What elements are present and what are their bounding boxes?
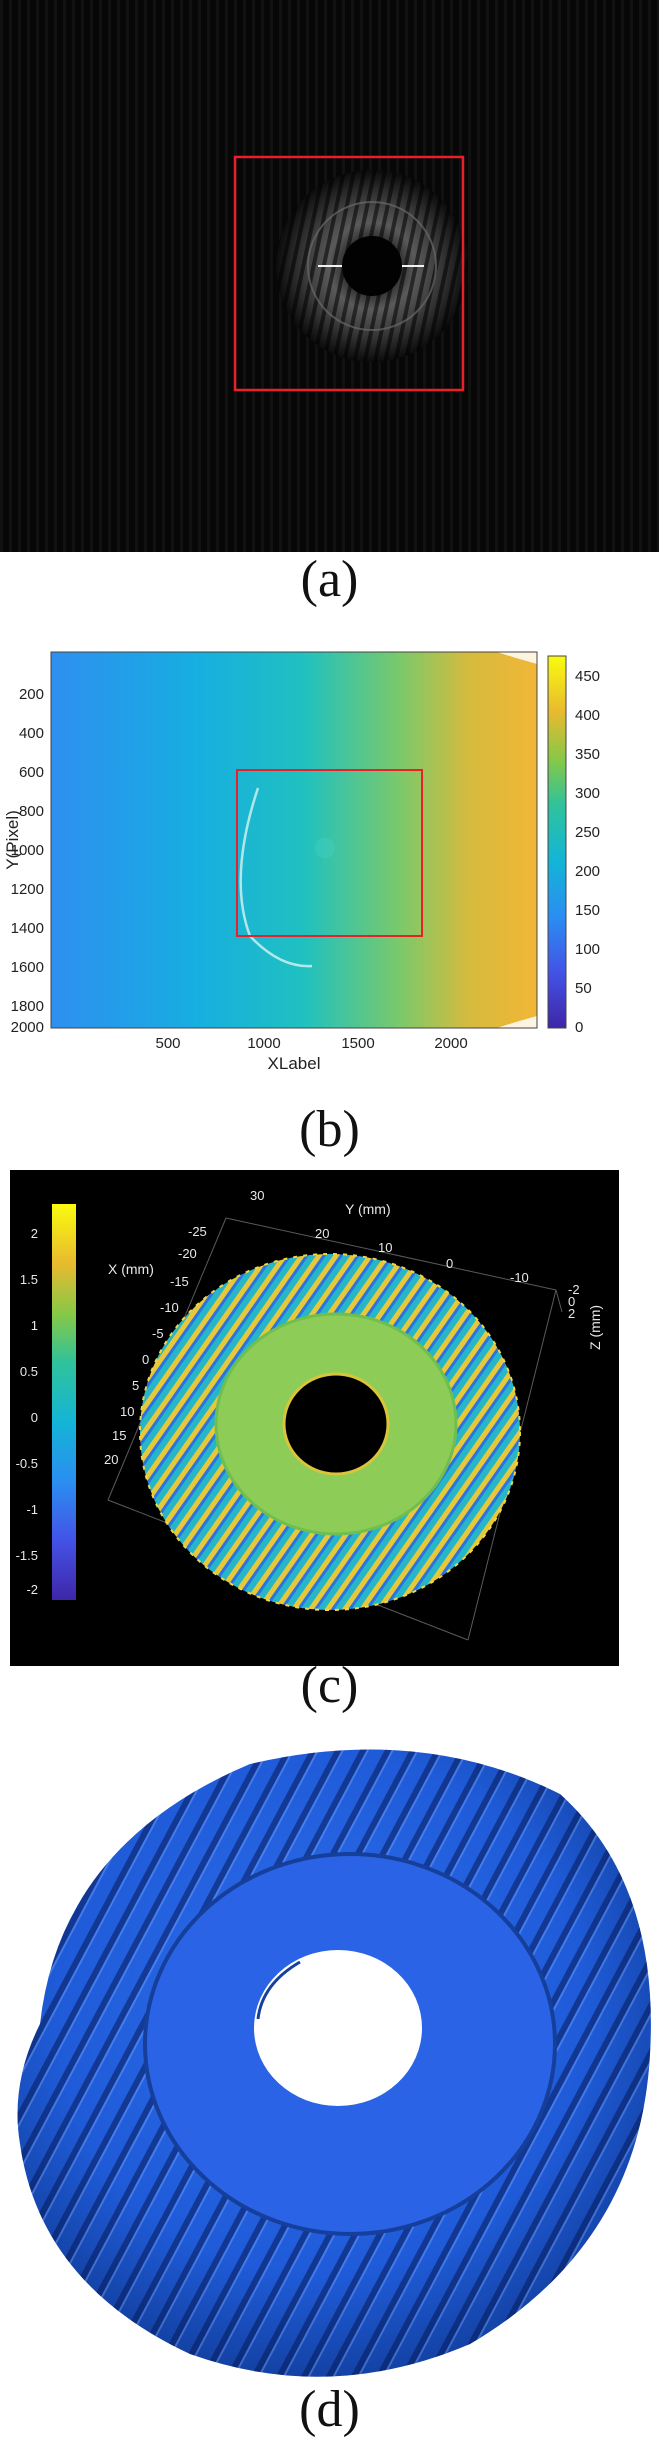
y-tick: 20 [315, 1226, 329, 1241]
gear-mesh [17, 1749, 651, 2377]
phase-map-image [51, 652, 537, 1028]
phase-map-plot: 200 400 600 800 1000 1200 1400 1600 1800… [3, 651, 600, 1073]
y-tick: 600 [19, 764, 44, 781]
colorbar-tick: 250 [575, 824, 600, 841]
x-tick: 2000 [434, 1035, 467, 1052]
colorbar: 2 1.5 1 0.5 0 -0.5 -1 -1.5 -2 [16, 1204, 76, 1600]
y-axis-ticks: 200 400 600 800 1000 1200 1400 1600 1800… [11, 686, 44, 1015]
x-axis-ticks: 500 1000 1500 2000 [155, 1035, 467, 1052]
x-tick: 5 [132, 1378, 139, 1393]
x-tick: 10 [120, 1404, 134, 1419]
colorbar-tick: 0 [575, 1019, 583, 1036]
x-tick: 1500 [341, 1035, 374, 1052]
z-axis-label: Z (mm) [587, 1305, 603, 1350]
y-tick: 200 [19, 686, 44, 703]
panel-d-3d-mesh [0, 1724, 659, 2384]
colorbar-tick: 1 [31, 1318, 38, 1333]
x-tick: 1000 [247, 1035, 280, 1052]
roi-box [236, 769, 423, 937]
gear-fringe-image [276, 170, 468, 362]
gear-bore [254, 1950, 422, 2106]
x-axis-label: XLabel [268, 1054, 321, 1073]
y-tick: 30 [250, 1188, 264, 1203]
z-tick: 2 [568, 1306, 575, 1321]
colorbar-tick: -2 [26, 1582, 38, 1597]
y-axis-label: Y(Pixel) [3, 810, 22, 870]
caption-c: (c) [300, 1657, 359, 1714]
colorbar-tick: 150 [575, 902, 600, 919]
x-tick: 0 [142, 1352, 149, 1367]
x-tick: -20 [178, 1246, 197, 1261]
colorbar-tick: 300 [575, 785, 600, 802]
y-axis-label: Y (mm) [345, 1201, 391, 1217]
x-axis-label: X (mm) [108, 1261, 154, 1277]
x-tick: 500 [155, 1035, 180, 1052]
roi-box [233, 155, 465, 392]
y-tick: 1200 [11, 881, 44, 898]
colorbar-tick: 0.5 [20, 1364, 38, 1379]
y-tick-2000: 2000 [11, 1019, 44, 1036]
panel-b-phase-map: 200 400 600 800 1000 1200 1400 1600 1800… [0, 628, 659, 1098]
y-axis-ticks: 30 20 10 0 -10 [250, 1188, 529, 1285]
z-tick: 0 [568, 1294, 575, 1309]
y-tick: 800 [19, 803, 44, 820]
colorbar-tick: 50 [575, 980, 592, 997]
fringe-image [0, 0, 659, 552]
y-tick: 1800 [11, 998, 44, 1015]
y-tick: 1600 [11, 959, 44, 976]
colorbar-tick: 400 [575, 707, 600, 724]
y-tick: 1400 [11, 920, 44, 937]
x-axis-ticks: -25 -20 -15 -10 -5 0 5 10 15 20 [104, 1224, 207, 1467]
panel-c-3d-point-cloud: 2 1.5 1 0.5 0 -0.5 -1 -1.5 -2 X (mm) Y (… [0, 1170, 659, 1666]
y-tick: 1000 [11, 842, 44, 859]
x-tick: -10 [160, 1300, 179, 1315]
colorbar-tick: -1 [26, 1502, 38, 1517]
x-tick: -15 [170, 1274, 189, 1289]
y-tick: 400 [19, 725, 44, 742]
colorbar-tick: 0 [31, 1410, 38, 1425]
colorbar: 450 400 350 300 250 200 150 100 50 0 [547, 655, 600, 1036]
colorbar-tick: 450 [575, 668, 600, 685]
y-tick: 0 [446, 1256, 453, 1271]
x-tick: -25 [188, 1224, 207, 1239]
y-tick: 10 [378, 1240, 392, 1255]
colorbar-tick: 200 [575, 863, 600, 880]
caption-a: (a) [300, 551, 359, 608]
x-tick: -5 [152, 1326, 164, 1341]
x-tick: 15 [112, 1428, 126, 1443]
gear-mesh-render [17, 1749, 651, 2377]
colorbar-tick: 350 [575, 746, 600, 763]
colorbar-tick: -1.5 [16, 1548, 38, 1563]
x-tick: 20 [104, 1452, 118, 1467]
colorbar-tick: -0.5 [16, 1456, 38, 1471]
y-tick: -10 [510, 1270, 529, 1285]
panel-a-fringe-image [0, 0, 659, 552]
colorbar-tick: 100 [575, 941, 600, 958]
caption-b: (b) [299, 1101, 360, 1158]
colorbar-tick: 1.5 [20, 1272, 38, 1287]
point-cloud-plot: 2 1.5 1 0.5 0 -0.5 -1 -1.5 -2 X (mm) Y (… [10, 1170, 619, 1666]
gear-point-cloud [139, 1253, 521, 1611]
colorbar-tick: 2 [31, 1226, 38, 1241]
caption-d: (d) [299, 2381, 360, 2438]
z-tick: -2 [568, 1282, 580, 1297]
z-axis-ticks: -2 0 2 [568, 1282, 580, 1321]
